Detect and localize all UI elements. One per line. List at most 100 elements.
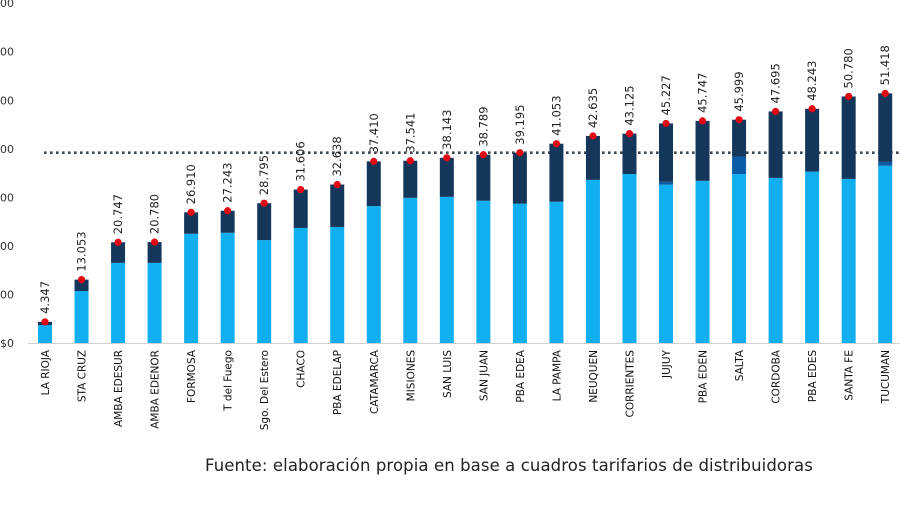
value-label: 39.195 bbox=[513, 104, 527, 144]
total-marker bbox=[370, 157, 378, 165]
category-label: AMBA EDESUR bbox=[113, 350, 125, 427]
bar-segment-3 bbox=[878, 93, 893, 162]
bar-segment-1 bbox=[476, 200, 491, 343]
value-label: 45.227 bbox=[659, 75, 673, 115]
bar-segment-2 bbox=[732, 156, 747, 175]
category-label: CHACO bbox=[296, 350, 308, 388]
bar-segment-1 bbox=[330, 226, 345, 343]
bar-segment-3 bbox=[111, 242, 126, 263]
value-label: 31.606 bbox=[294, 141, 308, 181]
y-tick-label: $30.000 bbox=[0, 191, 14, 204]
bar-segment-1 bbox=[512, 203, 527, 343]
total-marker bbox=[187, 208, 195, 216]
category-label: PBA EDELAP bbox=[332, 350, 344, 415]
value-label: 28.795 bbox=[257, 155, 271, 195]
total-marker bbox=[150, 238, 159, 246]
bar-segment-3 bbox=[366, 161, 381, 207]
y-tick-label: $70.000 bbox=[0, 0, 14, 10]
category-label: PBA EDEA bbox=[515, 349, 527, 402]
value-label: 45.747 bbox=[696, 73, 710, 113]
value-label: 38.143 bbox=[440, 110, 454, 150]
bar-segment-1 bbox=[841, 178, 856, 343]
total-marker bbox=[625, 130, 634, 138]
bar-segment-1 bbox=[439, 196, 454, 343]
value-label: 43.125 bbox=[622, 85, 636, 125]
bar-segment-1 bbox=[732, 174, 747, 343]
bar-segment-3 bbox=[585, 136, 600, 180]
total-marker bbox=[77, 276, 86, 284]
bar-segment-3 bbox=[257, 203, 272, 241]
bar-segment-1 bbox=[293, 227, 308, 343]
value-label: 50.780 bbox=[842, 48, 856, 88]
total-marker bbox=[516, 149, 524, 157]
value-label: 42.635 bbox=[586, 88, 600, 128]
y-tick-label: $50.000 bbox=[0, 94, 14, 107]
value-label: 4.347 bbox=[38, 281, 52, 314]
value-label: 13.053 bbox=[75, 231, 89, 271]
total-marker bbox=[698, 117, 707, 125]
bar-segment-1 bbox=[147, 262, 162, 343]
bar-segment-3 bbox=[732, 119, 747, 157]
total-marker bbox=[406, 157, 414, 165]
category-label: SAN JUAN bbox=[478, 350, 490, 401]
category-label: PBA EDES bbox=[807, 350, 819, 402]
category-label: STA CRUZ bbox=[77, 350, 89, 402]
total-marker bbox=[333, 180, 341, 189]
bar-segment-2 bbox=[878, 161, 893, 166]
category-label: PBA EDEN bbox=[698, 350, 710, 403]
total-marker bbox=[735, 116, 743, 124]
bar-segment-1 bbox=[220, 232, 235, 343]
value-label: 32.638 bbox=[330, 136, 344, 176]
category-label: LA RIOJA bbox=[40, 349, 52, 395]
category-label: T del Fuego bbox=[223, 350, 235, 412]
bar-segment-1 bbox=[659, 184, 674, 343]
value-label: 37.541 bbox=[403, 112, 417, 152]
bar-segment-1 bbox=[38, 325, 52, 343]
total-marker bbox=[297, 185, 305, 194]
bar-segment-1 bbox=[111, 262, 126, 343]
value-label: 41.053 bbox=[549, 95, 563, 135]
bar-segment-3 bbox=[439, 157, 454, 197]
category-label: NEUQUEN bbox=[588, 350, 600, 403]
bar-segment-3 bbox=[622, 133, 637, 175]
category-label: CORDOBA bbox=[771, 349, 783, 403]
bar-segment-1 bbox=[878, 165, 893, 343]
bar-segment-1 bbox=[622, 174, 637, 343]
bar-segment-1 bbox=[184, 233, 199, 343]
total-marker bbox=[114, 238, 122, 246]
bar-segment-1 bbox=[768, 177, 783, 343]
value-label: 47.695 bbox=[769, 63, 783, 103]
value-label: 38.789 bbox=[476, 106, 490, 146]
value-label: 37.410 bbox=[367, 113, 381, 153]
category-label: TUCUMAN bbox=[880, 350, 892, 404]
y-tick-label: $10.000 bbox=[0, 288, 14, 301]
total-marker bbox=[41, 318, 49, 326]
bar-segment-1 bbox=[366, 206, 381, 343]
category-label: SANTA FE bbox=[844, 350, 856, 401]
category-label: CORRIENTES bbox=[624, 350, 636, 418]
bar-segment-3 bbox=[403, 160, 418, 198]
bar-segment-3 bbox=[549, 143, 564, 202]
total-marker bbox=[808, 105, 816, 113]
bar-segment-3 bbox=[841, 96, 856, 179]
bar-segment-3 bbox=[659, 123, 674, 182]
bar-segment-3 bbox=[147, 242, 162, 263]
bar-segment-3 bbox=[330, 184, 345, 227]
total-marker bbox=[260, 199, 268, 207]
bar-segment-1 bbox=[585, 179, 600, 343]
bar-segment-3 bbox=[74, 279, 89, 292]
bar-segment-1 bbox=[695, 180, 710, 343]
total-marker bbox=[224, 207, 232, 215]
bar-segment-3 bbox=[220, 210, 235, 233]
bar-segment-2 bbox=[659, 181, 674, 185]
bar-segment-3 bbox=[768, 111, 783, 178]
bar-segment-3 bbox=[805, 108, 820, 172]
value-label: 20.747 bbox=[111, 194, 125, 234]
y-tick-label: $40.000 bbox=[0, 143, 14, 156]
category-label: SALTA bbox=[734, 349, 746, 381]
category-label: CATAMARCA bbox=[369, 349, 381, 414]
bar-segment-3 bbox=[184, 212, 199, 234]
total-marker bbox=[845, 92, 853, 101]
bar-segment-1 bbox=[257, 240, 272, 343]
